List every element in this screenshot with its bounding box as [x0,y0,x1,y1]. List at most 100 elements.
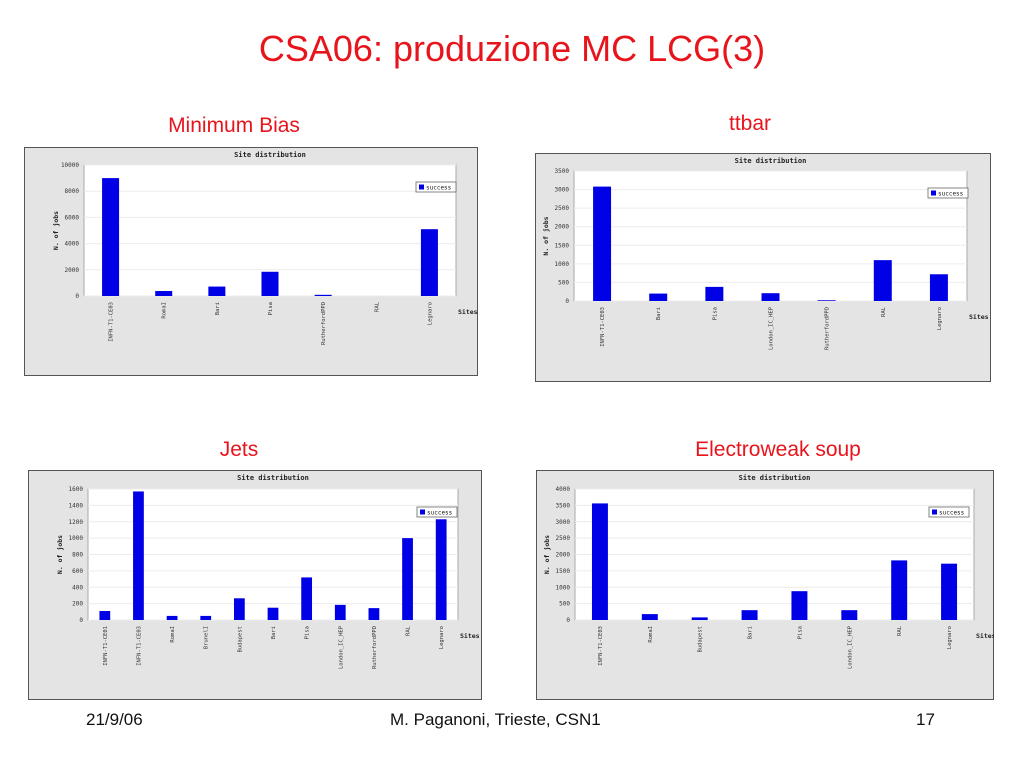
y-tick-label: 1500 [556,568,571,575]
x-tick-label: Legnaro [937,307,943,330]
bar [301,577,313,620]
bar [691,617,708,620]
x-tick-label: RomaI [162,302,168,319]
legend: success [415,181,457,193]
bar [208,286,226,296]
legend: success [416,506,458,518]
bar [741,610,758,620]
bar [791,591,808,620]
bar [334,604,346,620]
footer-page-number: 17 [916,710,935,729]
x-tick-label: Bari [656,307,662,320]
x-tick-label: RAL [406,625,412,636]
x-tick-label: RAL [881,306,887,317]
y-tick-label: 200 [72,601,83,608]
bar [102,178,120,296]
chart-inner-title: Site distribution [739,474,811,482]
x-tick-label: RutherfordPPD [321,302,327,345]
y-axis-label: N. of jobs [56,535,64,574]
x-tick-label: RomaI [170,626,176,643]
chart-caption-jets: Jets [219,438,259,461]
bar [435,519,447,620]
legend: success [928,506,970,518]
x-tick-label: INFN-T1-CE03 [136,626,142,666]
legend-label: success [427,510,453,517]
x-tick-label: RAL [374,301,380,312]
y-tick-label: 400 [72,584,83,591]
bar [873,260,892,301]
y-tick-label: 1200 [69,519,84,526]
x-tick-label: Bari [271,626,277,639]
y-tick-label: 6000 [65,214,80,221]
y-tick-label: 8000 [65,188,80,195]
chart-ttbar: Site distribution 0 500 1000 1500 2000 2500 300… [535,153,991,382]
x-axis-label: Sites [969,313,989,321]
bar [133,491,144,620]
y-tick-label: 1000 [556,584,571,591]
x-tick-label: Budapest [237,626,243,653]
chart-jets: Site distribution 0 200 400 600 800 1000 1200 14… [28,470,482,700]
bar [761,293,780,301]
y-tick-label: 2000 [555,224,570,231]
x-tick-label: RomaI [648,626,654,643]
x-tick-label: London_IC_HEP [847,625,853,669]
y-tick-label: 2500 [555,205,570,212]
bar [200,615,212,620]
bar [233,598,245,620]
x-tick-label: INFN-T1-CE01 [103,626,109,666]
legend-swatch [420,509,425,515]
bar [166,615,178,620]
x-tick-label: Pisa [268,302,274,315]
x-tick-label: RutherfordPPD [825,307,831,350]
bar [593,186,612,301]
y-tick-label: 0 [79,617,83,624]
slide-title: CSA06: produzione MC LCG(3) [258,28,766,69]
y-tick-label: 2000 [556,552,571,559]
legend: success [927,187,969,199]
legend-label: success [939,510,965,517]
x-tick-label: London_IC_HEP [338,625,344,669]
x-tick-label: Legnaro [947,626,953,649]
bar [99,610,111,620]
x-tick-label: Bari [215,302,221,315]
bar [705,286,724,301]
chart-electroweak-soup: Site distribution 0 500 1000 1500 2000 2500 300… [536,470,994,700]
bar [267,607,279,620]
y-tick-label: 3000 [555,187,570,194]
y-tick-label: 600 [72,568,83,575]
bar [841,610,858,620]
bar [591,503,608,620]
y-axis-label: N. of jobs [52,211,60,250]
y-tick-label: 3000 [556,519,571,526]
bar [929,274,948,301]
x-tick-label: INFN-T1-CE03 [109,302,115,342]
y-tick-label: 800 [72,552,83,559]
y-axis-label: N. of jobs [543,535,551,574]
y-tick-label: 3500 [556,502,571,509]
chart-minimum-bias: Site distribution 0 2000 4000 6000 8000 10000 N… [24,147,478,376]
y-tick-label: 0 [566,617,570,624]
chart-caption-electroweak-soup: Electroweak soup [695,438,861,461]
x-tick-label: INFN-T1-CE03 [598,626,604,666]
bar [402,538,413,620]
legend-swatch [419,184,424,190]
x-tick-label: RAL [897,625,903,636]
x-tick-label: Pisa [797,626,803,639]
chart-inner-title: Site distribution [234,151,306,159]
footer-author: M. Paganoni, Trieste, CSN1 [390,710,601,729]
legend-label: success [426,185,452,192]
x-axis-label: Sites [458,308,478,316]
y-tick-label: 1000 [69,535,84,542]
bar [368,608,380,620]
chart-inner-title: Site distribution [237,474,309,482]
y-tick-label: 500 [559,601,570,608]
y-tick-label: 3500 [555,168,570,175]
bar [817,300,836,301]
y-tick-label: 4000 [556,486,571,493]
bar [649,293,668,301]
x-axis-label: Sites [460,632,480,640]
chart-caption-ttbar: ttbar [728,112,772,135]
y-tick-label: 4000 [65,241,80,248]
x-tick-label: Legnaro [439,626,445,649]
x-axis-label: Sites [976,632,994,640]
